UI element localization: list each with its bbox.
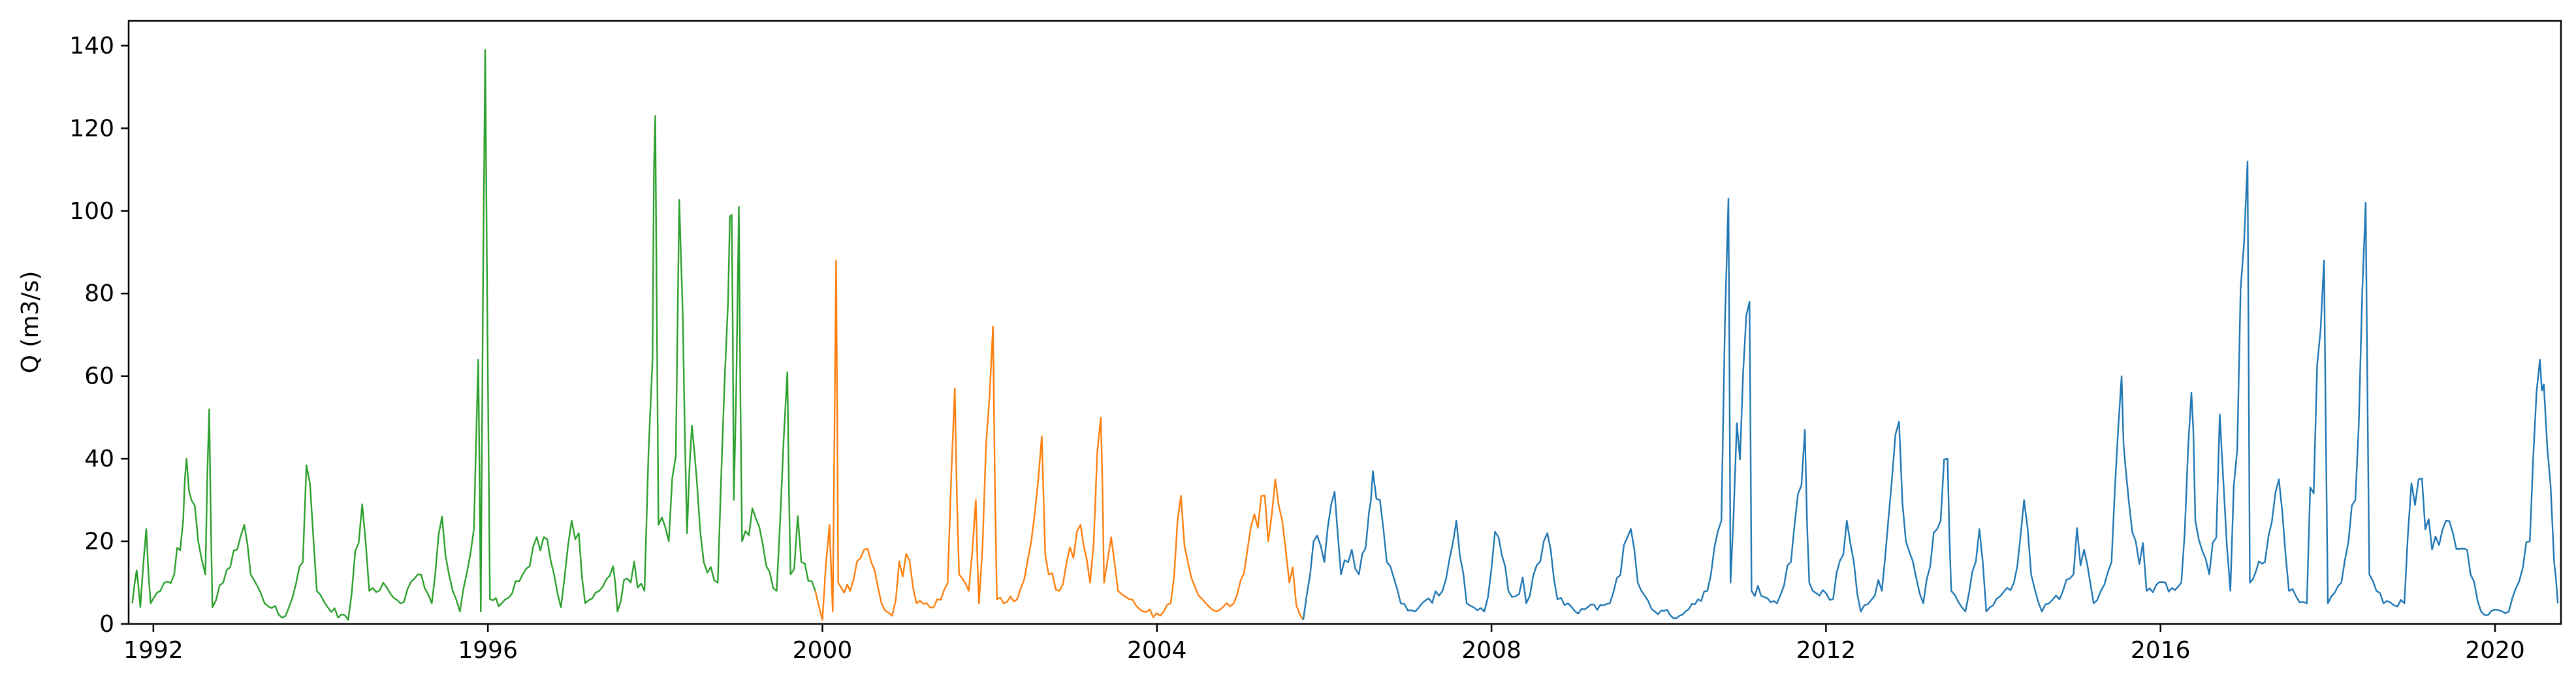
x-tick-label: 2000 xyxy=(793,637,853,664)
x-tick-label: 1992 xyxy=(123,637,183,664)
x-tick-label: 1996 xyxy=(458,637,518,664)
x-axis: 1992 1996 2000 2004 2008 2012 2016 2020 xyxy=(123,624,2525,664)
y-tick-label: 40 xyxy=(84,446,114,472)
x-tick-label: 2012 xyxy=(1796,637,1856,664)
series-layer xyxy=(131,49,2559,621)
y-tick-label: 20 xyxy=(84,529,114,555)
y-tick-label: 60 xyxy=(84,363,114,390)
x-tick-label: 2020 xyxy=(2465,637,2525,664)
plot-background xyxy=(129,21,2561,624)
y-tick-label: 140 xyxy=(69,33,114,59)
x-tick-label: 2016 xyxy=(2131,637,2191,664)
series-line-2 xyxy=(814,259,1304,621)
y-tick-label: 100 xyxy=(69,198,114,225)
x-tick-label: 2008 xyxy=(1461,637,1521,664)
plot-frame xyxy=(127,20,2562,625)
y-tick-label: 120 xyxy=(69,115,114,142)
y-tick-label: 0 xyxy=(99,611,114,638)
y-axis: 0 20 40 60 80 100 120 140 xyxy=(69,33,129,638)
series-line-3 xyxy=(1302,160,2559,620)
y-axis-title: Q (m3/s) xyxy=(17,271,44,374)
x-tick-label: 2004 xyxy=(1127,637,1187,664)
series-line-1 xyxy=(131,49,816,621)
y-tick-label: 80 xyxy=(84,280,114,307)
